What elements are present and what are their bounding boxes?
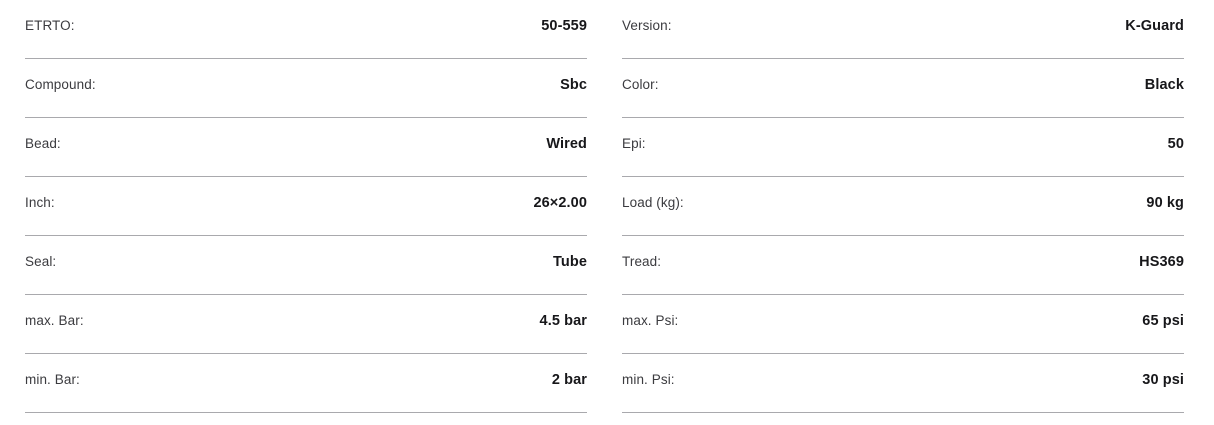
spec-value: 65 psi xyxy=(1142,313,1184,329)
spec-label: Version: xyxy=(622,18,672,33)
spec-value: 90 kg xyxy=(1146,195,1184,211)
spec-column-right: Version: K-Guard Color: Black Epi: 50 Lo… xyxy=(622,0,1184,425)
spec-row-color: Color: Black xyxy=(622,59,1184,118)
spec-row-tread: Tread: HS369 xyxy=(622,236,1184,295)
spec-value: Sbc xyxy=(560,77,587,93)
spec-value: 50-559 xyxy=(541,18,587,34)
spec-label: Epi: xyxy=(622,136,646,151)
spec-row-seal: Seal: Tube xyxy=(25,236,587,295)
spec-value: 26×2.00 xyxy=(533,195,587,211)
spec-row-bead: Bead: Wired xyxy=(25,118,587,177)
spec-label: Load (kg): xyxy=(622,195,684,210)
spec-row-compound: Compound: Sbc xyxy=(25,59,587,118)
spec-row-version: Version: K-Guard xyxy=(622,0,1184,59)
spec-label: max. Bar: xyxy=(25,313,84,328)
spec-column-left: ETRTO: 50-559 Compound: Sbc Bead: Wired … xyxy=(25,0,587,425)
spec-label: Tread: xyxy=(622,254,662,269)
spec-label: ETRTO: xyxy=(25,18,75,33)
spec-row-max-psi: max. Psi: 65 psi xyxy=(622,295,1184,354)
spec-value: Tube xyxy=(553,254,587,270)
spec-value: HS369 xyxy=(1139,254,1184,270)
spec-value: 4.5 bar xyxy=(539,313,587,329)
spec-label: Seal: xyxy=(25,254,57,269)
spec-value: Black xyxy=(1144,77,1184,93)
spec-row-min-psi: min. Psi: 30 psi xyxy=(622,354,1184,413)
spec-row-min-bar: min. Bar: 2 bar xyxy=(25,354,587,413)
spec-row-load: Load (kg): 90 kg xyxy=(622,177,1184,236)
spec-row-max-bar: max. Bar: 4.5 bar xyxy=(25,295,587,354)
spec-label: Color: xyxy=(622,77,659,92)
spec-value: 50 xyxy=(1167,136,1184,152)
spec-row-epi: Epi: 50 xyxy=(622,118,1184,177)
spec-row-etrto: ETRTO: 50-559 xyxy=(25,0,587,59)
spec-row-inch: Inch: 26×2.00 xyxy=(25,177,587,236)
spec-label: Bead: xyxy=(25,136,61,151)
spec-label: Inch: xyxy=(25,195,55,210)
spec-label: min. Bar: xyxy=(25,372,80,387)
spec-label: min. Psi: xyxy=(622,372,675,387)
spec-value: 2 bar xyxy=(551,372,587,388)
spec-value: 30 psi xyxy=(1142,372,1184,388)
spec-label: Compound: xyxy=(25,77,96,92)
spec-value: K-Guard xyxy=(1125,18,1184,34)
spec-value: Wired xyxy=(546,136,587,152)
spec-label: max. Psi: xyxy=(622,313,679,328)
